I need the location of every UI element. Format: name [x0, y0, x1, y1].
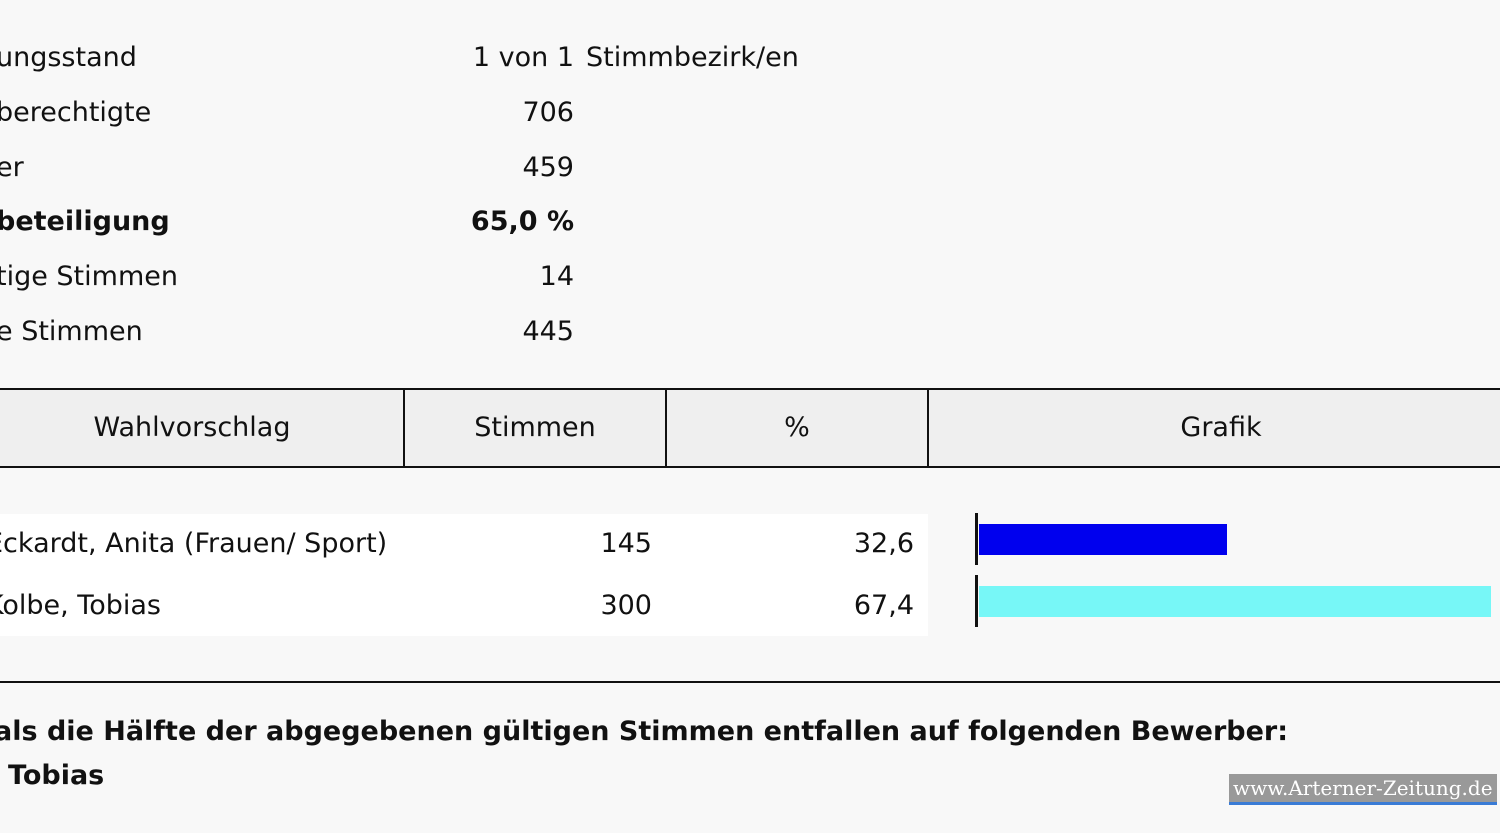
stat-value: 65,0 %	[470, 206, 574, 238]
stat-value: 445	[522, 316, 574, 347]
header-cell: Stimmen	[474, 412, 596, 443]
stat-label: beteiligung	[0, 206, 170, 238]
header-cell: Wahlvorschlag	[93, 412, 291, 443]
stat-label: ungsstand	[0, 42, 137, 73]
votes: 145	[600, 528, 652, 559]
stat-value: 1 von 1	[472, 42, 574, 73]
votes: 300	[600, 590, 652, 621]
stat-label: e Stimmen	[0, 316, 143, 347]
bar-axis	[975, 575, 978, 627]
bar	[979, 524, 1227, 555]
stat-value: 459	[522, 151, 574, 183]
separator	[0, 681, 1500, 683]
candidate-name: Eckardt, Anita (Frauen/ Sport)	[0, 528, 388, 559]
header-cell: %	[784, 412, 810, 443]
stat-unit: Stimmbezirk/en	[586, 42, 799, 73]
watermark: www.Arterner-Zeitung.de	[1229, 774, 1497, 805]
table-header	[0, 388, 1500, 468]
col-divider	[403, 390, 405, 466]
stat-label: er	[0, 151, 24, 183]
bar-axis	[975, 513, 978, 565]
stat-value: 14	[539, 261, 574, 293]
footer-line: als die Hälfte der abgegebenen gültigen …	[0, 716, 1289, 747]
percent: 32,6	[853, 528, 914, 559]
footer-line: Tobias	[8, 760, 105, 791]
stat-value: 706	[522, 96, 574, 128]
header-cell: Grafik	[1180, 412, 1262, 443]
stat-label: tige Stimmen	[0, 261, 178, 293]
col-divider	[927, 390, 929, 466]
percent: 67,4	[853, 590, 914, 621]
rows-bg	[0, 514, 928, 636]
bar	[979, 586, 1492, 617]
candidate-name: Kolbe, Tobias	[0, 590, 161, 621]
col-divider	[665, 390, 667, 466]
stat-label: berechtigte	[0, 96, 152, 128]
